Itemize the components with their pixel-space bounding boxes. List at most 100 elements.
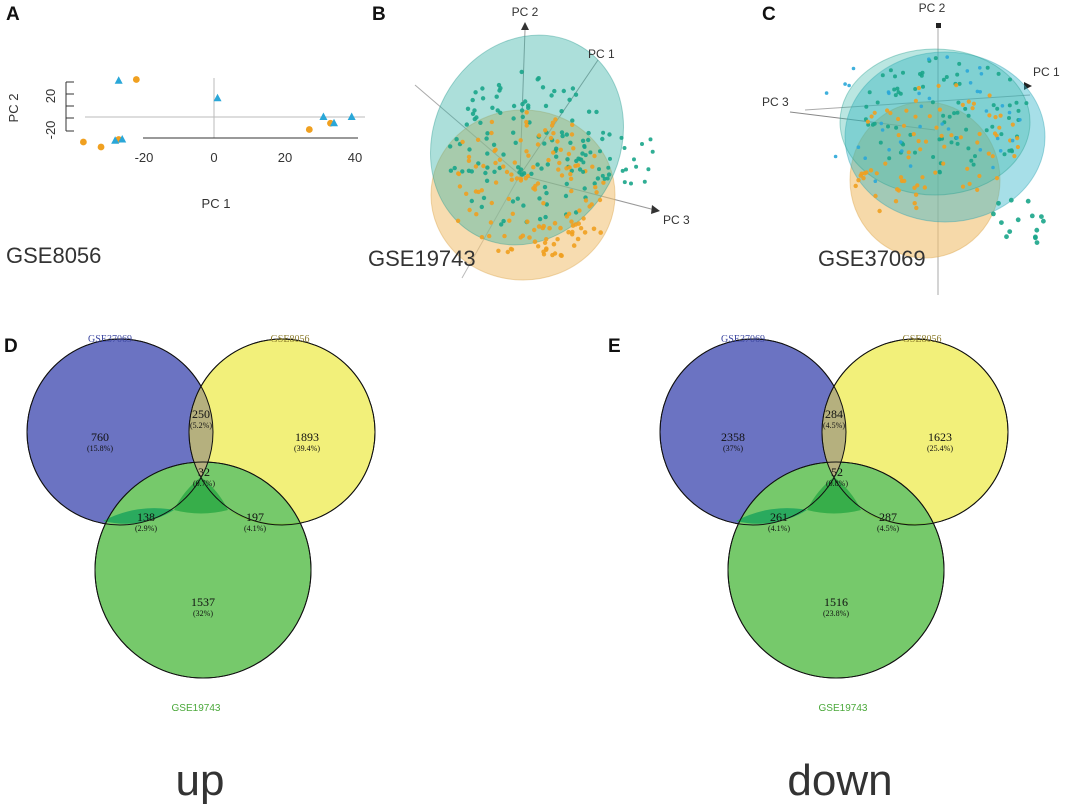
pca-point: [1016, 108, 1021, 113]
pca-point: [589, 202, 594, 207]
pca-point: [581, 160, 586, 165]
pca-point: [542, 240, 548, 245]
set-label: GSE8056: [271, 334, 310, 345]
pca-point: [527, 235, 532, 240]
pca-point: [937, 170, 942, 175]
pca-point: [496, 248, 501, 253]
scatter-points: [79, 76, 356, 151]
scatter-point: [79, 138, 87, 146]
pca-point: [478, 120, 483, 126]
pca-point: [990, 154, 995, 159]
pca-point: [493, 160, 498, 166]
pca-point: [559, 109, 564, 114]
pca-point: [954, 83, 959, 88]
pca-point: [620, 168, 625, 173]
pca-point: [501, 152, 506, 157]
pca-point: [532, 227, 537, 233]
pca-point: [927, 96, 932, 101]
pca-point: [901, 123, 907, 128]
pca-point: [559, 130, 565, 135]
pca-point: [581, 169, 586, 174]
pca-point: [594, 190, 599, 195]
pca-point: [952, 111, 957, 116]
y-ticks: [66, 81, 74, 132]
pca-point: [600, 173, 605, 178]
panel-label-c: C: [762, 4, 776, 25]
pca-point: [949, 140, 954, 145]
pca-point: [967, 181, 972, 186]
pca-point: [586, 109, 592, 114]
pca-point: [573, 210, 579, 215]
venn-count: 52: [831, 465, 843, 479]
pca-point: [895, 86, 900, 91]
venn-count: 284: [825, 407, 843, 421]
pca-point: [502, 233, 507, 239]
scatter-point: [118, 135, 127, 143]
pca-point: [921, 84, 925, 89]
pca-point: [460, 169, 465, 174]
y-tick-label: -20: [43, 121, 58, 140]
pca-point: [629, 181, 633, 186]
pca-point: [944, 75, 949, 79]
pca-point: [573, 92, 579, 97]
panel-c: C PC 2 PC 1 PC 3 GSE37069: [762, 1, 1060, 295]
pca-point: [598, 230, 603, 235]
pca-point: [1012, 154, 1017, 159]
pca-point: [511, 103, 517, 109]
venn-percent: (5.2%): [190, 421, 212, 430]
set-label: GSE37069: [721, 334, 765, 345]
pca-point: [535, 162, 540, 167]
pca-point: [893, 93, 898, 98]
pca-point: [506, 196, 511, 202]
pca-point: [906, 155, 911, 160]
venn-count: 197: [246, 510, 264, 524]
pca-point: [545, 162, 550, 167]
pca-point: [497, 88, 502, 93]
pca-point: [922, 185, 927, 190]
pca-point: [863, 156, 867, 160]
pca-point: [521, 203, 526, 208]
pca-point: [512, 160, 517, 165]
axis-label-pc3: PC 3: [663, 213, 690, 227]
scatter-point: [111, 136, 120, 144]
pca-point: [975, 140, 980, 145]
venn-percent: (23.8%): [823, 609, 849, 618]
pca-point: [1010, 122, 1015, 127]
pca-point: [590, 164, 595, 169]
pca-point: [567, 97, 572, 103]
pca-point: [622, 146, 627, 150]
venn-outline: [188, 338, 376, 526]
pca-point: [978, 90, 982, 94]
pca-point: [605, 176, 610, 181]
pca-point: [518, 138, 523, 143]
pca-point: [592, 181, 597, 186]
pca-point: [895, 187, 900, 192]
pca-point: [494, 94, 499, 99]
pca-point: [1010, 149, 1014, 154]
pca-point: [515, 196, 520, 201]
pca-point: [642, 179, 647, 184]
pca-point: [913, 98, 919, 103]
pca-point: [942, 144, 947, 149]
pca-point: [1008, 77, 1012, 82]
venn-percent: (37%): [723, 444, 743, 453]
pca-point: [965, 69, 970, 73]
pca-point: [968, 81, 973, 85]
pca-point: [918, 124, 922, 129]
pca-point: [861, 176, 866, 181]
overlap-abc: [807, 477, 861, 514]
pca-point: [1004, 234, 1009, 240]
pca-point: [600, 136, 605, 142]
pca-point: [1024, 101, 1029, 106]
pca-point: [908, 164, 913, 168]
pca-point: [569, 188, 574, 194]
pca-point: [918, 72, 922, 76]
pca-point: [487, 233, 492, 239]
pca-point: [570, 229, 575, 235]
pca-point: [495, 108, 500, 113]
pca-point: [1025, 198, 1031, 204]
pca-point: [566, 229, 571, 235]
pca-point: [551, 131, 556, 136]
pca-point: [966, 146, 971, 151]
pca-point: [483, 170, 488, 176]
